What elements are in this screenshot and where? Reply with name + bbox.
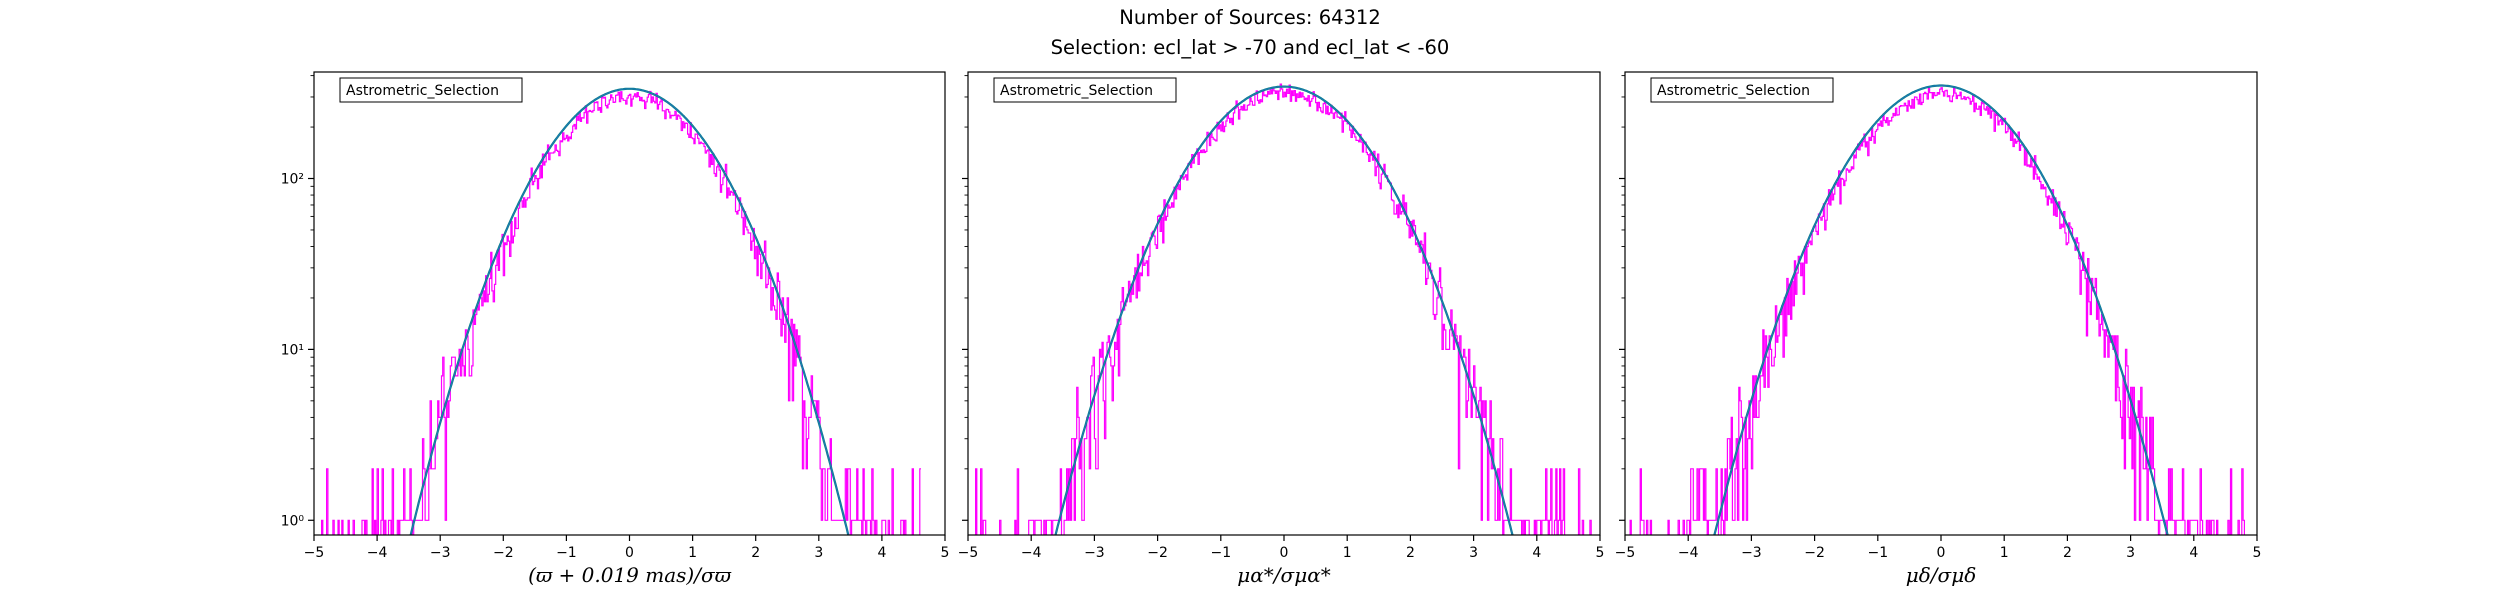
x-tick-label: −1 [1210,545,1231,561]
x-axis-label: (ϖ + 0.019 mas)/σϖ [528,563,732,587]
y-tick-label: 10² [281,172,304,188]
x-tick-label: −3 [430,545,451,561]
x-tick-label: 0 [625,545,634,561]
legend-box [339,77,523,103]
x-tick-label: 0 [1280,545,1289,561]
x-tick-label: 1 [2000,545,2009,561]
gaussian-model-outer-line [1713,84,2169,535]
x-tick-label: 1 [1343,545,1352,561]
histogram-series [975,83,1592,535]
x-tick-label: −3 [1741,545,1762,561]
x-tick-label: −4 [1678,545,1699,561]
x-tick-label: −1 [556,545,577,561]
gaussian-model-inner-line [410,88,849,535]
x-tick-label: −5 [958,545,979,561]
x-tick-label: 4 [1532,545,1541,561]
x-tick-label: −5 [304,545,325,561]
gaussian-model-inner-line [1713,84,2169,535]
x-tick-label: 2 [2063,545,2072,561]
x-tick-label: −2 [493,545,514,561]
figure-title-line1: Number of Sources: 64312 [1119,6,1380,29]
x-tick-label: −1 [1867,545,1888,561]
x-tick-label: −5 [1615,545,1636,561]
axes-frame [313,71,946,536]
legend-box [993,77,1177,103]
y-tick-label: 10⁰ [281,513,305,529]
x-tick-label: 5 [1596,545,1605,561]
figure-title-line2: Selection: ecl_lat > -70 and ecl_lat < -… [1051,36,1450,59]
x-tick-label: −2 [1147,545,1168,561]
x-tick-label: 0 [1937,545,1946,561]
histogram-series [1629,87,2245,535]
histogram-series [321,90,921,535]
x-tick-label: 4 [2189,545,2198,561]
panel-3: −5 −4 −3 −2 −1 0 1 2 3 4 5 Astrometric_Selection μδ/… [1615,71,2262,587]
legend-label: Astrometric_Selection [1657,83,1810,99]
x-tick-label: 3 [814,545,823,561]
x-tick-label: 3 [2126,545,2135,561]
x-tick-label: 5 [941,545,950,561]
panels-group: −5 −4 −3 −2 −1 0 1 2 3 4 5 10⁰ 10¹ 10² Astrometric_Sel… [281,71,2262,587]
x-tick-label: −2 [1804,545,1825,561]
panel-1: −5 −4 −3 −2 −1 0 1 2 3 4 5 10⁰ 10¹ 10² Astrometric_Sel… [281,71,950,587]
x-tick-label: 1 [688,545,697,561]
legend-label: Astrometric_Selection [346,83,499,99]
y-tick-label: 10¹ [281,342,304,358]
x-tick-label: −4 [1021,545,1042,561]
x-tick-label: −4 [367,545,388,561]
legend-box [1650,77,1834,103]
x-tick-label: 3 [1469,545,1478,561]
axes-frame [1624,71,2258,536]
gaussian-model-inner-line [1054,86,1514,535]
x-tick-label: 2 [1406,545,1415,561]
axes-frame [967,71,1601,536]
x-tick-label: 4 [877,545,886,561]
x-tick-label: 2 [751,545,760,561]
x-tick-label: 5 [2253,545,2262,561]
legend-label: Astrometric_Selection [1000,83,1153,99]
gaussian-model-outer-line [1054,85,1514,535]
x-axis-label: μα*/σμα* [1237,563,1330,587]
x-axis-label: μδ/σμδ [1906,563,1976,587]
x-tick-label: −3 [1084,545,1105,561]
panel-2: −5 −4 −3 −2 −1 0 1 2 3 4 5 Astrometric_Selection μα*… [958,71,1605,587]
